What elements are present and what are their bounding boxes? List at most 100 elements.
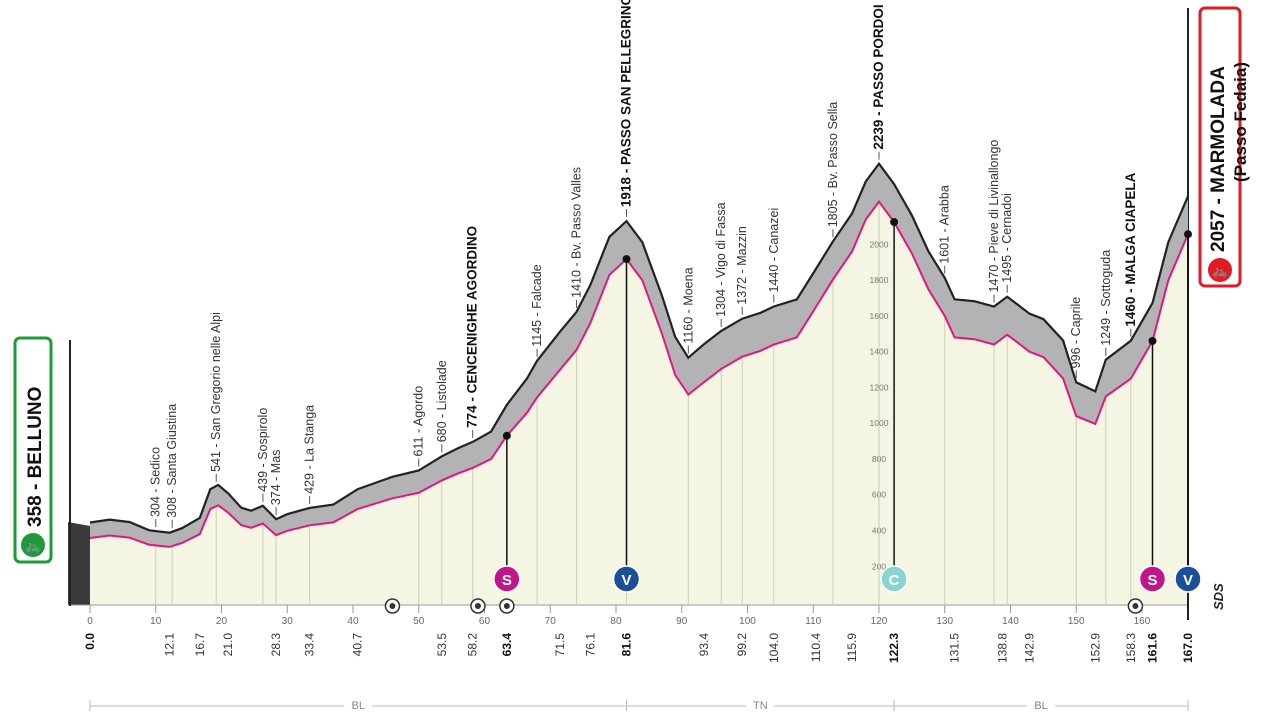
km-marker-label: 161.6	[1145, 633, 1159, 663]
brand-logo: SDS	[1211, 583, 1226, 610]
km-marker-label: 81.6	[620, 633, 634, 657]
km-tick-label: 160	[1134, 616, 1151, 627]
waypoint-label: 374 - Mas	[269, 450, 283, 506]
cyclist-glyph-start: 🚲	[25, 539, 41, 554]
km-marker-label: 40.7	[351, 633, 365, 657]
km-marker-label: 99.2	[735, 633, 749, 657]
cyclist-icon-start	[21, 533, 45, 557]
km-marker-label: 110.4	[809, 633, 823, 662]
marker-dot	[502, 431, 511, 440]
waypoint-label: 680 - Listolade	[435, 360, 449, 442]
province-label-bg	[1027, 698, 1056, 712]
km-marker-label: 16.7	[193, 633, 207, 657]
km-marker-label: 53.5	[435, 633, 449, 657]
finish-badge-frame	[1198, 6, 1242, 288]
feed-zone-icon-dot	[503, 603, 510, 609]
waypoint-label: 429 - La Stanga	[303, 405, 317, 494]
km-marker-label: 12.1	[163, 633, 177, 657]
start-badge-frame	[13, 336, 53, 564]
km-tick-label: 120	[871, 616, 888, 627]
waypoint-label: 1601 - Arabba	[938, 185, 952, 264]
km-tick-label: 50	[413, 616, 425, 627]
marker-kom-icon	[612, 565, 641, 593]
km-marker-label: 158.3	[1124, 633, 1138, 663]
feed-zone-icon-dot	[389, 603, 396, 609]
province-label: BL	[352, 700, 365, 712]
marker-kom-icon	[1174, 565, 1202, 593]
waypoint-label: 774 - CENCENIGHE AGORDINO	[465, 226, 480, 428]
km-tick-label: 20	[216, 616, 228, 627]
km-marker-label: 138.8	[996, 633, 1010, 663]
waypoint-label: 611 - Agordo	[412, 386, 426, 457]
waypoint-label: 1410 - Bv. Passo Valles	[570, 167, 584, 298]
waypoint-label: 1805 - Bv. Passo Sella	[826, 102, 840, 228]
waypoint-label: 1470 - Pieve di Livinallongo	[987, 140, 1001, 293]
mountain-relief	[90, 163, 1188, 547]
km-marker-label: 0.0	[83, 633, 97, 650]
road-line	[89, 200, 1189, 548]
km-marker-label: 131.5	[948, 633, 962, 663]
km-marker-label: 63.4	[500, 633, 514, 657]
km-marker-label: 28.3	[269, 633, 283, 657]
km-tick-label: 90	[676, 616, 688, 627]
province-label: BL	[1034, 700, 1047, 712]
km-marker-label: 115.9	[845, 633, 859, 662]
marker-cima-icon	[880, 565, 908, 593]
km-tick-label: 60	[479, 616, 491, 627]
waypoint-label: 1440 - Canazei	[767, 208, 781, 293]
waypoint-label: 996 - Caprile	[1069, 297, 1083, 369]
marker-letter: S	[1147, 572, 1157, 589]
feed-zone-icon-dot	[474, 603, 481, 609]
waypoint-label: 2239 - PASSO PORDOI	[871, 4, 886, 149]
cyclist-icon-finish	[1208, 258, 1232, 282]
marker-letter: V	[1183, 572, 1193, 589]
marker-letter: V	[622, 572, 632, 589]
km-marker-label: 93.4	[697, 633, 711, 657]
km-marker-label: 58.2	[466, 633, 480, 657]
waypoint-label: 1495 - Cernadoi	[1000, 193, 1014, 283]
marker-dot	[890, 218, 899, 227]
km-axis-group: 0 10 20 30 40 50 60 70 80 90 100 110 120 130 140 150 160…	[83, 605, 1195, 663]
waypoint-label: 1304 - Vigo di Fassa	[714, 202, 728, 316]
start-badge: 🚲 358 - BELLUNO	[13, 336, 53, 564]
province-bar-group: BL TN BL	[89, 698, 1189, 712]
km-marker-label: 152.9	[1088, 633, 1102, 663]
waypoint-label: 304 - Sedico	[149, 447, 163, 517]
feed-zone-icon-dot	[1132, 603, 1139, 609]
waypoint-label: 1460 - MALGA CIAPELA	[1123, 172, 1138, 326]
km-marker-label: 167.0	[1181, 633, 1195, 663]
km-tick-label: 140	[1002, 616, 1019, 627]
province-label-bg	[344, 698, 373, 712]
finish-sublabel: (Passo Fedaia)	[1231, 62, 1250, 182]
km-tick-label: 0	[87, 616, 93, 627]
waypoint-label: 1372 - Mazzin	[735, 226, 749, 305]
km-tick-label: 30	[282, 616, 294, 627]
marker-letter: C	[889, 572, 900, 589]
waypoint-label: 439 - Sospirolo	[256, 408, 270, 492]
km-tick-label: 130	[936, 616, 953, 627]
km-marker-label: 21.0	[221, 633, 235, 657]
marker-dot	[1184, 230, 1192, 239]
km-marker-label: 122.3	[887, 633, 901, 663]
marker-letter: S	[502, 572, 512, 589]
cyclist-glyph-finish: 🚲	[1212, 264, 1228, 279]
waypoint-label: 1160 - Moena	[681, 267, 695, 343]
km-tick-label: 80	[610, 616, 622, 627]
waypoint-label: 308 - Santa Giustina	[165, 404, 179, 518]
km-marker-label: 33.4	[303, 633, 317, 657]
waypoint-label: 1249 - Sottoguda	[1099, 250, 1113, 346]
waypoint-label: 1918 - PASSO SAN PELLEGRINO	[619, 0, 634, 207]
waypoint-poles-group	[155, 201, 1132, 605]
relief-ridge-line	[89, 161, 1190, 534]
km-tick-label: 10	[150, 616, 162, 627]
km-tick-label: 150	[1068, 616, 1085, 627]
province-label-bg	[746, 698, 775, 712]
marker-sprint-icon	[493, 565, 521, 593]
km-marker-label: 76.1	[583, 633, 597, 657]
waypoint-labels-group: 304 - Sedico 308 - Santa Giustina 541 - Sa…	[149, 0, 1138, 528]
marker-dot	[622, 255, 631, 264]
km-tick-label: 40	[347, 616, 359, 627]
waypoint-label: 541 - San Gregorio nelle Alpi	[209, 312, 223, 472]
